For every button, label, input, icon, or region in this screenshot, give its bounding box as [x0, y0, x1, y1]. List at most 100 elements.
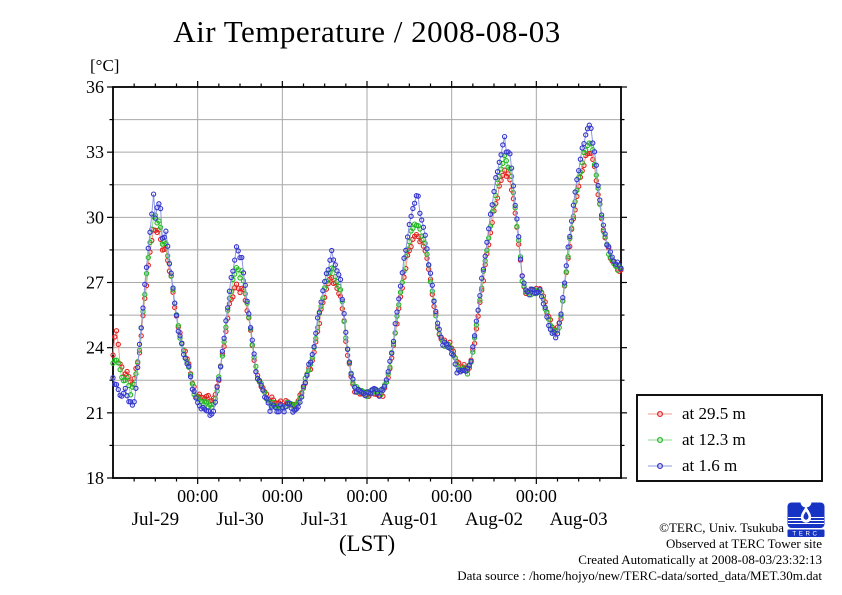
series-markers: [110, 122, 624, 418]
data-point-marker: [606, 243, 612, 250]
data-point-marker: [397, 289, 404, 295]
data-point-marker: [501, 133, 508, 140]
legend-item-1.6m: at 1.6 m: [638, 453, 821, 479]
data-point-marker: [427, 270, 434, 276]
data-point-marker: [240, 270, 247, 276]
data-point-marker: [311, 344, 317, 350]
gridlines: [113, 87, 621, 478]
data-point-marker: [124, 368, 130, 375]
data-point-marker: [466, 363, 472, 369]
legend-item-12.3m: at 12.3 m: [638, 427, 821, 453]
data-point-marker: [591, 149, 598, 155]
data-point-marker: [376, 393, 382, 399]
data-point-marker: [210, 408, 217, 414]
series-at-1.6-m: [110, 122, 624, 418]
legend-item-label: at 1.6 m: [682, 456, 738, 475]
data-point-marker: [609, 254, 615, 260]
data-point-marker: [567, 233, 573, 240]
data-point-marker: [598, 212, 605, 218]
data-point-marker: [339, 296, 345, 303]
data-point-marker: [165, 253, 171, 259]
data-point-marker: [267, 408, 273, 414]
data-point-marker: [223, 318, 229, 324]
data-point-marker: [336, 272, 342, 278]
data-point-marker: [341, 318, 347, 325]
data-point-marker: [256, 377, 263, 384]
data-point-marker: [489, 202, 495, 208]
data-point-marker: [394, 309, 400, 315]
data-point-marker: [235, 285, 241, 291]
data-point-marker: [258, 382, 264, 388]
legend-marker-icon: [648, 462, 672, 470]
data-point-marker: [510, 183, 517, 189]
data-point-marker: [420, 224, 427, 230]
y-axis-unit-label: [°C]: [90, 56, 120, 75]
data-point-marker: [281, 409, 287, 415]
data-point-marker: [519, 273, 525, 279]
x-time-label: 00:00: [346, 486, 387, 506]
data-point-marker: [299, 394, 305, 400]
data-point-marker: [322, 278, 328, 285]
data-point-marker: [307, 359, 314, 365]
data-point-marker: [479, 285, 485, 291]
data-point-marker: [161, 234, 167, 240]
data-point-marker: [422, 240, 428, 247]
data-point-marker: [142, 291, 148, 298]
data-point-marker: [438, 334, 444, 340]
y-tick-label: 36: [86, 77, 104, 97]
data-point-marker: [479, 275, 485, 281]
copyright-text: ©TERC, Univ. Tsukuba: [659, 520, 784, 535]
data-point-marker: [411, 200, 418, 206]
data-point-marker: [117, 366, 123, 373]
data-point-marker: [508, 173, 515, 180]
y-tick-label: 33: [86, 142, 104, 162]
data-point-marker: [590, 140, 596, 146]
data-point-marker: [163, 228, 169, 234]
data-point-marker: [500, 142, 506, 148]
data-point-marker: [570, 202, 577, 208]
data-point-marker: [385, 369, 391, 375]
x-time-label: 00:00: [262, 486, 303, 506]
data-point-marker: [240, 278, 247, 284]
data-point-marker: [415, 193, 421, 199]
data-point-marker: [249, 337, 255, 343]
data-point-marker: [203, 399, 210, 405]
data-point-marker: [237, 254, 243, 261]
data-point-marker: [316, 309, 323, 315]
data-point-marker: [401, 255, 407, 261]
data-point-marker: [486, 226, 492, 232]
data-point-marker: [214, 384, 220, 390]
data-point-marker: [514, 216, 520, 222]
data-point-marker: [110, 352, 116, 358]
data-point-marker: [325, 267, 331, 273]
data-point-marker: [173, 312, 180, 319]
data-point-marker: [429, 282, 435, 288]
data-point-marker: [367, 391, 374, 397]
data-point-marker: [560, 294, 566, 301]
x-axis-label: (LST): [338, 531, 396, 556]
data-point-marker: [135, 364, 141, 371]
data-point-marker: [493, 175, 499, 181]
data-point-marker: [544, 309, 550, 315]
data-point-marker: [392, 330, 398, 336]
data-point-marker: [133, 371, 139, 377]
data-point-marker: [225, 305, 231, 311]
x-date-label: Jul-31: [301, 509, 349, 530]
data-point-marker: [419, 217, 425, 223]
data-point-marker: [494, 169, 501, 175]
data-point-marker: [346, 359, 353, 365]
data-point-marker: [175, 328, 181, 334]
data-point-marker: [422, 232, 428, 238]
data-point-marker: [602, 231, 608, 237]
data-point-marker: [350, 376, 356, 382]
data-point-marker: [140, 305, 146, 311]
data-point-marker: [581, 140, 587, 147]
data-point-marker: [491, 188, 497, 195]
terc-logo: TERC: [787, 500, 825, 537]
data-point-marker: [115, 386, 121, 393]
legend-item-label: at 12.3 m: [682, 430, 746, 449]
data-point-marker: [433, 308, 439, 315]
data-point-marker: [115, 360, 121, 366]
chart-title: Air Temperature / 2008-08-03: [173, 14, 561, 49]
data-point-marker: [618, 265, 624, 272]
